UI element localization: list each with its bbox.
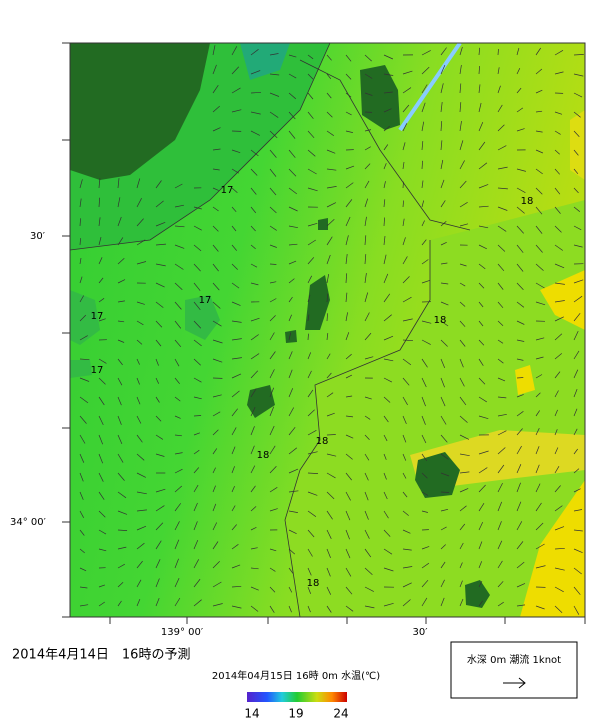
current-arrow <box>327 435 336 436</box>
contour-label: 18 <box>521 196 534 207</box>
contour-label: 17 <box>199 295 212 306</box>
current-arrow <box>441 492 449 493</box>
legend-box <box>451 642 577 698</box>
colorbar-tick: 24 <box>333 707 348 721</box>
contour-label: 17 <box>91 311 104 322</box>
contour-label: 17 <box>91 365 104 376</box>
lat-label: 30′ <box>30 231 46 242</box>
lat-label: 34° 00′ <box>10 517 47 528</box>
current-arrow <box>403 182 404 188</box>
current-arrow <box>194 416 201 417</box>
contour-label: 18 <box>307 578 320 589</box>
contour-label: 17 <box>221 185 234 196</box>
current-arrow <box>498 49 499 55</box>
title: 2014年4月14日 16時の予測 <box>12 648 190 663</box>
map-area <box>70 43 585 617</box>
current-arrow <box>270 264 276 265</box>
contour-label: 18 <box>257 450 270 461</box>
colorbar-tick: 14 <box>244 707 259 721</box>
lon-label: 30′ <box>413 627 429 638</box>
contour-label: 18 <box>316 436 329 447</box>
colorbar-tick: 19 <box>288 707 303 721</box>
legend-text: 水深 0m 潮流 1knot <box>467 653 561 666</box>
current-arrow <box>517 378 523 379</box>
colorbar <box>247 692 347 702</box>
contour-label: 18 <box>434 315 447 326</box>
current-arrow <box>308 334 309 340</box>
subtitle: 2014年04月15日 16時 0m 水温(℃) <box>212 669 380 682</box>
lon-label: 139° 00′ <box>161 627 204 638</box>
